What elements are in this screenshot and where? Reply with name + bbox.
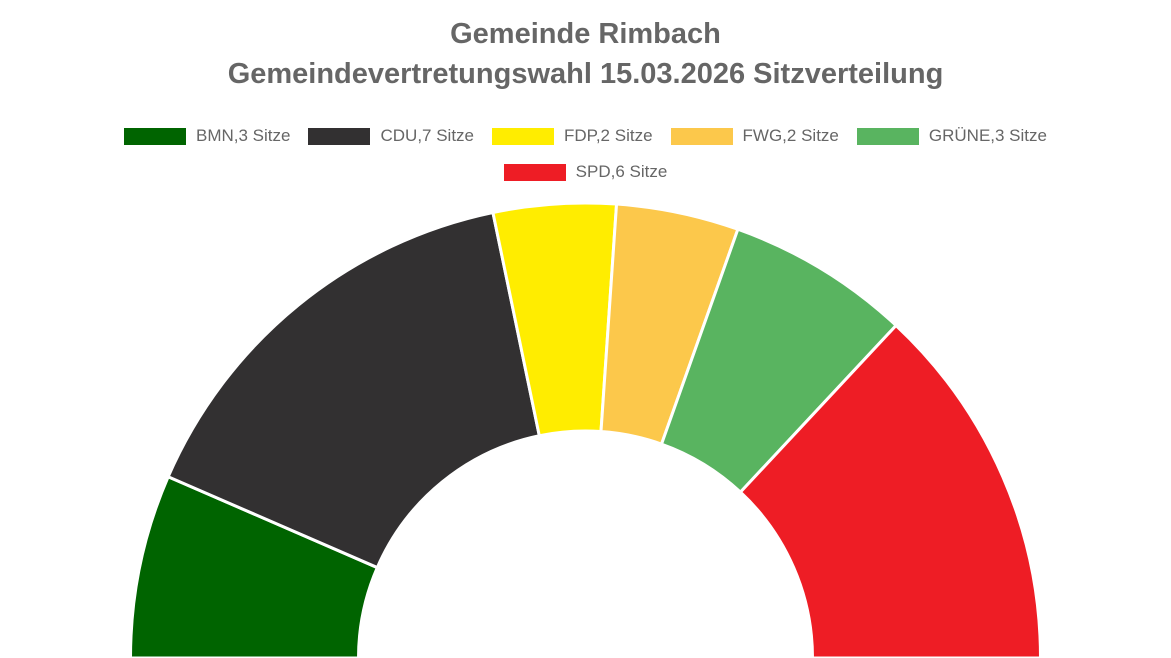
legend-label-fdp: FDP,2 Sitze	[564, 126, 653, 145]
legend-label-fwg: FWG,2 Sitze	[742, 126, 839, 145]
legend-swatch-gruene	[856, 127, 919, 145]
legend-item-fdp[interactable]: FDP,2 Sitze	[492, 125, 653, 147]
chart-subtitle: Gemeindevertretungswahl 15.03.2026 Sitzv…	[227, 58, 944, 90]
legend-item-fwg[interactable]: FWG,2 Sitze	[670, 125, 839, 147]
legend-swatch-fwg	[670, 127, 733, 145]
legend-label-gruene: GRÜNE,3 Sitze	[928, 126, 1047, 145]
legend-swatch-bmn	[124, 127, 186, 145]
legend-swatch-cdu	[308, 127, 371, 145]
legend-row-2: SPD,6 Sitze	[0, 161, 1171, 183]
chart-title: Gemeinde Rimbach	[450, 18, 721, 50]
legend-item-bmn[interactable]: BMN,3 Sitze	[124, 125, 290, 147]
slice-cdu[interactable]	[166, 211, 541, 570]
legend-item-spd[interactable]: SPD,6 Sitze	[503, 161, 668, 183]
legend-swatch-spd	[503, 163, 566, 181]
legend-swatch-fdp	[492, 127, 555, 145]
slice-spd[interactable]	[738, 323, 1042, 658]
legend: BMN,3 Sitze CDU,7 Sitze FDP,2 Sitze FWG,…	[0, 125, 1171, 147]
legend-item-cdu[interactable]: CDU,7 Sitze	[308, 125, 474, 147]
legend-item-gruene[interactable]: GRÜNE,3 Sitze	[856, 125, 1047, 147]
legend-label-spd: SPD,6 Sitze	[575, 162, 668, 181]
legend-label-cdu: CDU,7 Sitze	[380, 126, 475, 145]
legend-label-bmn: BMN,3 Sitze	[196, 126, 291, 145]
